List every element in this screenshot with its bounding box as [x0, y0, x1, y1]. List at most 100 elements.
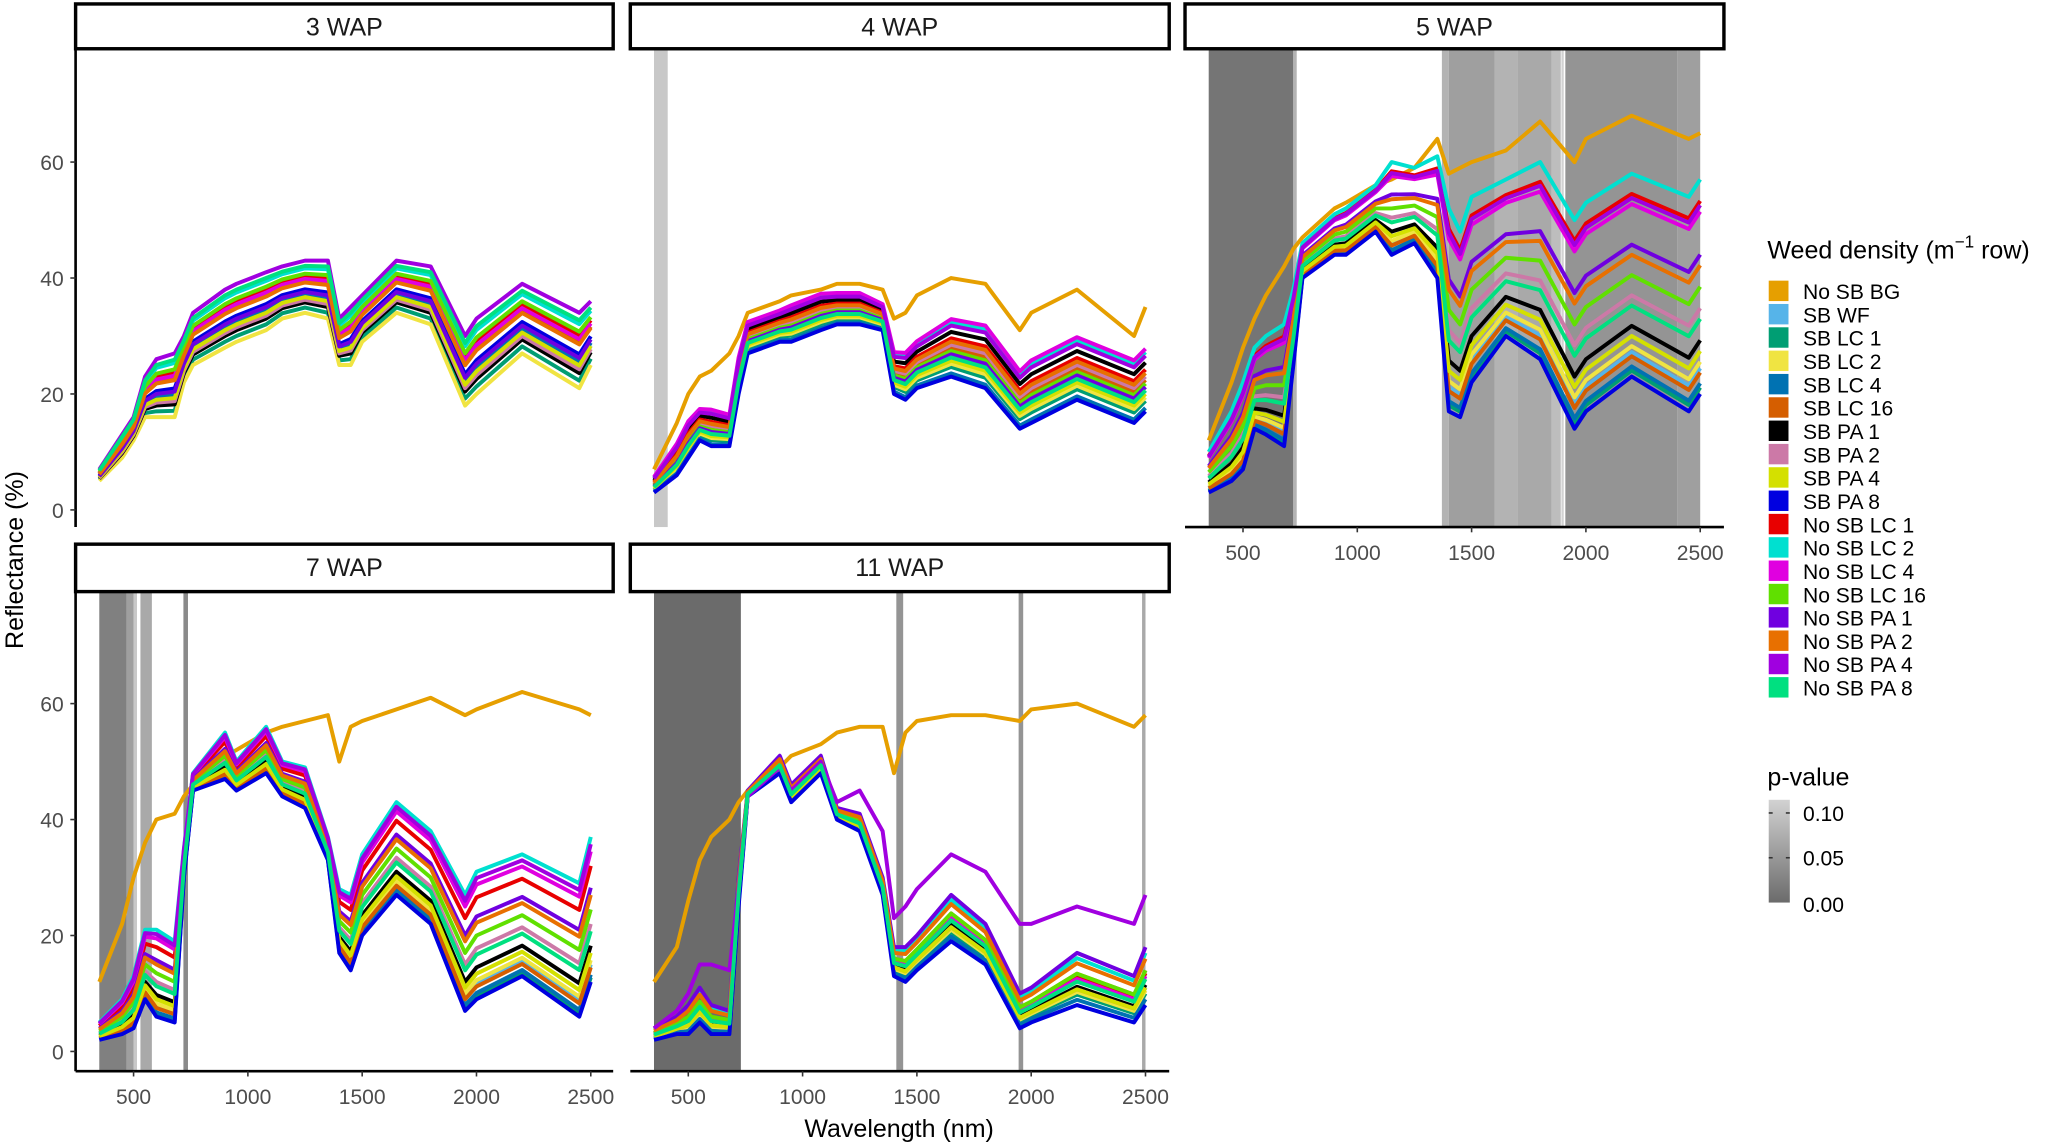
y-tick-label: 20 — [40, 384, 63, 407]
series-line-sb-lc-16 — [1207, 225, 1702, 491]
legend-entry: SB WF — [1768, 303, 1870, 327]
legend-label: SB WF — [1803, 304, 1870, 327]
pvalue-colorbar — [1768, 799, 1790, 903]
pvalue-label-high: 0.10 — [1803, 803, 1844, 826]
series-line-sb-pa-2 — [1207, 211, 1702, 478]
series-line-no-sb-bg — [97, 690, 592, 983]
x-tick-label: 2500 — [1677, 542, 1724, 565]
legend-entry: No SB LC 2 — [1768, 537, 1914, 561]
series-line-no-sb-pa-2 — [97, 280, 593, 476]
legend-label: No SB LC 16 — [1803, 584, 1926, 607]
series-line-sb-pa-1 — [1207, 218, 1702, 484]
legend-swatch — [1768, 327, 1789, 348]
series-line-no-sb-lc-1 — [98, 734, 593, 1028]
legend-label: SB LC 16 — [1803, 398, 1893, 421]
panel-lines — [652, 701, 1148, 1042]
legend-entry: SB PA 8 — [1768, 490, 1880, 514]
panel-lines — [652, 276, 1148, 495]
legend-swatch — [1768, 420, 1789, 442]
series-line-no-sb-pa-4 — [652, 294, 1147, 480]
facet-strip-label: 11 WAP — [855, 554, 944, 582]
legend-entry: SB LC 16 — [1768, 397, 1893, 421]
facet-strip-label: 7 WAP — [306, 554, 383, 582]
significance-band — [99, 592, 127, 1072]
facet-strip: 7 WAP — [73, 542, 615, 594]
legend-label: SB PA 4 — [1803, 468, 1880, 491]
series-line-no-sb-pa-2 — [652, 303, 1147, 485]
legend-entry: No SB PA 8 — [1768, 677, 1913, 701]
series-line-sb-lc-2 — [97, 310, 593, 483]
series-line-sb-lc-1 — [97, 305, 593, 482]
y-tick-label: 40 — [40, 809, 63, 832]
series-line-sb-pa-1 — [97, 300, 593, 480]
legend-entry: SB LC 1 — [1768, 327, 1881, 351]
legend-swatch — [1768, 303, 1789, 325]
y-tick-label: 60 — [40, 694, 63, 717]
series-line-no-sb-pa-2 — [653, 757, 1148, 1033]
legend-swatch — [1768, 653, 1789, 675]
pvalue-legend: p-value 0.10 0.05 0.00 — [1767, 763, 1849, 916]
series-line-sb-lc-4 — [1207, 227, 1702, 493]
x-tick-label: 1500 — [339, 1086, 386, 1109]
x-tick-label: 500 — [116, 1086, 151, 1109]
series-line-sb-pa-8 — [98, 771, 593, 1042]
facet-strip: 3 WAP — [73, 2, 615, 51]
legend-label: No SB PA 4 — [1803, 654, 1913, 677]
significance-band — [133, 592, 138, 1072]
pvalue-legend-title: p-value — [1767, 763, 1849, 791]
series-line-no-sb-pa-1 — [653, 753, 1148, 1031]
facet-strip-label: 4 WAP — [861, 14, 938, 42]
legend-swatch — [1768, 373, 1789, 395]
legend-swatch — [1768, 490, 1789, 511]
series-line-no-sb-pa-8 — [97, 263, 593, 472]
legend-entry: SB PA 4 — [1768, 467, 1880, 491]
series-line-no-sb-pa-1 — [97, 290, 593, 478]
series-line-no-sb-lc-4 — [1207, 172, 1702, 460]
series-line-sb-lc-2 — [98, 764, 593, 1040]
series-line-no-sb-bg — [652, 276, 1148, 471]
legend-swatch — [1768, 677, 1789, 698]
series-line-sb-pa-8 — [652, 322, 1147, 495]
legend-entry: No SB LC 16 — [1768, 583, 1926, 607]
x-tick-label: 500 — [1225, 542, 1260, 565]
series-line-no-sb-lc-4 — [97, 276, 593, 475]
series-line-no-sb-lc-4 — [652, 291, 1147, 478]
y-tick-label: 40 — [40, 268, 63, 291]
series-line-sb-pa-1 — [652, 298, 1147, 482]
panel-lines — [97, 258, 593, 483]
legend-label: No SB LC 4 — [1803, 561, 1915, 584]
series-line-no-sb-lc-16 — [1207, 203, 1702, 474]
significance-band — [126, 592, 134, 1072]
series-line-no-sb-pa-4 — [97, 258, 593, 471]
legend-label: No SB LC 2 — [1803, 538, 1914, 561]
series-line-no-sb-pa-8 — [1207, 213, 1702, 480]
legend-swatch — [1768, 467, 1789, 488]
facet-strip: 5 WAP — [1183, 2, 1726, 51]
legend-title: Weed density (m−1 row) — [1767, 233, 2029, 265]
significance-band — [653, 50, 668, 528]
legend-entry: No SB BG — [1768, 280, 1900, 304]
legend-swatch — [1768, 560, 1789, 581]
y-tick-label: 20 — [40, 925, 63, 948]
series-line-no-sb-lc-16 — [98, 748, 593, 1033]
panel-lines — [97, 690, 593, 1042]
legend-label: SB LC 4 — [1803, 374, 1882, 397]
significance-band — [1494, 50, 1518, 528]
significance-band — [1018, 592, 1024, 1072]
x-tick-label: 1500 — [1448, 542, 1495, 565]
facet-strip-box — [73, 2, 615, 51]
series-line-sb-pa-2 — [97, 297, 593, 480]
significance-band — [896, 592, 904, 1072]
legend-entry: No SB PA 1 — [1768, 607, 1913, 631]
legend-label: No SB PA 2 — [1803, 631, 1913, 654]
series-line-sb-pa-4 — [98, 761, 593, 1039]
legend-entry: SB PA 1 — [1768, 420, 1880, 444]
series-line-no-sb-pa-2 — [98, 743, 593, 1032]
series-line-sb-pa-4 — [653, 765, 1148, 1039]
series-line-sb-pa-8 — [1207, 229, 1702, 495]
x-tick-label: 2000 — [1562, 542, 1609, 565]
facet-strip-box — [628, 2, 1171, 51]
y-tick-label: 0 — [52, 500, 64, 523]
legend-entry: No SB PA 4 — [1768, 653, 1913, 677]
series-line-sb-pa-4 — [1207, 220, 1702, 486]
